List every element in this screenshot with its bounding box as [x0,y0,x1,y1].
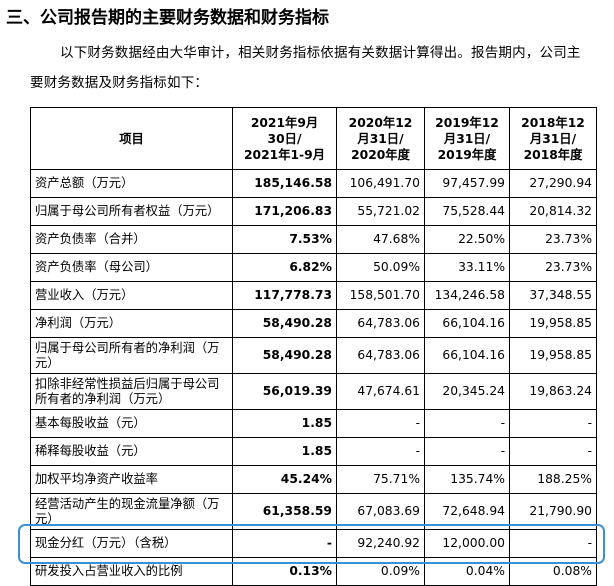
header-line: 30日/ [267,131,302,146]
value-cell: 56,019.39 [232,373,337,410]
row-label: 营业收入（万元） [30,281,233,310]
value-cell: - [509,409,597,438]
intro-paragraph: 以下财务数据经由大华审计，相关财务指标依据有关数据计算得出。报告期内，公司主要财… [30,45,581,91]
header-line: 月31日/ [529,131,577,146]
row-label: 净利润（万元） [30,309,233,338]
table-row: 资产总额（万元） 185,146.58 106,491.70 97,457.99 27,… [30,169,597,198]
value-cell: 6.82% [232,253,337,282]
row-label: 扣除非经常性损益后归属于母公司所有者的净利润（万元） [30,373,233,410]
value-cell: 117,778.73 [232,281,337,310]
value-cell: 47,674.61 [336,373,425,410]
value-cell: 97,457.99 [424,169,510,198]
financial-table: 项目 2021年9月 30日/2021年1-9月 2020年12 月31日/2020年度… [30,107,597,586]
value-cell: 27,290.94 [509,169,597,198]
table-row: 加权平均净资产收益率 45.24% 75.71% 135.74% 188.25% [30,465,597,494]
table-row: 净利润（万元） 58,490.28 64,783.06 66,104.16 19,958… [30,309,597,338]
value-cell: 158,501.70 [336,281,425,310]
row-label: 资产总额（万元） [30,169,233,198]
row-label: 基本每股收益（元） [30,409,233,438]
section-title: 三、公司报告期的主要财务数据和财务指标 [6,8,329,28]
header-row: 项目 2021年9月 30日/2021年1-9月 2020年12 月31日/2020年度… [30,107,597,170]
value-cell: 23.73% [509,225,597,254]
value-cell: - [424,409,510,438]
row-label: 加权平均净资产收益率 [30,465,233,494]
table-row: 现金分红（万元）（含税） -92,240.92 12,000.00- [30,529,597,558]
value-cell: 106,491.70 [336,169,425,198]
value-cell: 33.11% [424,253,510,282]
value-cell: - [232,529,337,558]
value-cell: 1.85 [232,409,337,438]
value-cell: 47.68% [336,225,425,254]
value-cell: 22.50% [424,225,510,254]
header-line: 2018年度 [523,147,583,162]
table-row: 资产负债率（母公司） 6.82% 50.09% 33.11% 23.73% [30,253,597,282]
row-label: 归属于母公司所有者权益（万元） [30,197,233,226]
value-cell: - [336,437,425,466]
value-cell: 64,783.06 [336,309,425,338]
value-cell: 50.09% [336,253,425,282]
value-cell: 19,958.85 [509,337,597,374]
row-label: 资产负债率（合并） [30,225,233,254]
header-line: 项目 [119,131,144,146]
value-cell: 23.73% [509,253,597,282]
value-cell: 55,721.02 [336,197,425,226]
value-cell: 134,246.58 [424,281,510,310]
value-cell: 92,240.92 [336,529,425,558]
header-line: 2019年度 [437,147,497,162]
header-cell: 2019年12 月31日/2019年度 [424,107,510,170]
value-cell: 188.25% [509,465,597,494]
header-cell: 2020年12 月31日/2020年度 [336,107,425,170]
value-cell: 58,490.28 [232,337,337,374]
value-cell: - [509,529,597,558]
row-label: 资产负债率（母公司） [30,253,233,282]
table-row: 基本每股收益（元） 1.85- - - [30,409,597,438]
value-cell: 58,490.28 [232,309,337,338]
header-cell: 项目 [30,107,233,170]
value-cell: - [424,437,510,466]
row-label: 归属于母公司所有者的净利润（万元） [30,337,233,374]
value-cell: 19,958.85 [509,309,597,338]
header-line: 2021年9月 [250,115,319,130]
value-cell: 75,528.44 [424,197,510,226]
value-cell: 37,348.55 [509,281,597,310]
value-cell: - [509,437,597,466]
value-cell: 7.53% [232,225,337,254]
value-cell: 64,783.06 [336,337,425,374]
table-row: 扣除非经常性损益后归属于母公司所有者的净利润（万元） 56,019.39 47,67… [30,373,597,410]
table-row: 稀释每股收益（元） 1.85- - - [30,437,597,466]
row-label: 稀释每股收益（元） [30,437,233,466]
table-row: 资产负债率（合并） 7.53% 47.68% 22.50% 23.73% [30,225,597,254]
header-line: 2019年12 [435,115,499,130]
header-line: 2018年12 [521,115,585,130]
value-cell: 75.71% [336,465,425,494]
value-cell: 185,146.58 [232,169,337,198]
value-cell: 12,000.00 [424,529,510,558]
value-cell: 135.74% [424,465,510,494]
table-row: 营业收入（万元） 117,778.73 158,501.70 134,246.58 37… [30,281,597,310]
value-cell: 171,206.83 [232,197,337,226]
table-row: 归属于母公司所有者的净利润（万元） 58,490.28 64,783.06 66,10… [30,337,597,374]
value-cell: 20,814.32 [509,197,597,226]
value-cell: - [336,409,425,438]
value-cell: 1.85 [232,437,337,466]
header-line: 2021年1-9月 [243,147,326,162]
table-row: 归属于母公司所有者权益（万元） 171,206.83 55,721.02 75,528… [30,197,597,226]
value-cell: 66,104.16 [424,309,510,338]
header-cell: 2018年12 月31日/2018年度 [509,107,597,170]
highlight-box [18,523,605,564]
header-line: 月31日/ [443,131,491,146]
value-cell: 20,345.24 [424,373,510,410]
value-cell: 66,104.16 [424,337,510,374]
value-cell: 45.24% [232,465,337,494]
header-line: 2020年12 [348,115,413,130]
header-line: 月31日/ [357,131,404,146]
header-cell: 2021年9月 30日/2021年1-9月 [232,107,337,170]
value-cell: 19,863.24 [509,373,597,410]
header-line: 2020年度 [351,147,410,162]
